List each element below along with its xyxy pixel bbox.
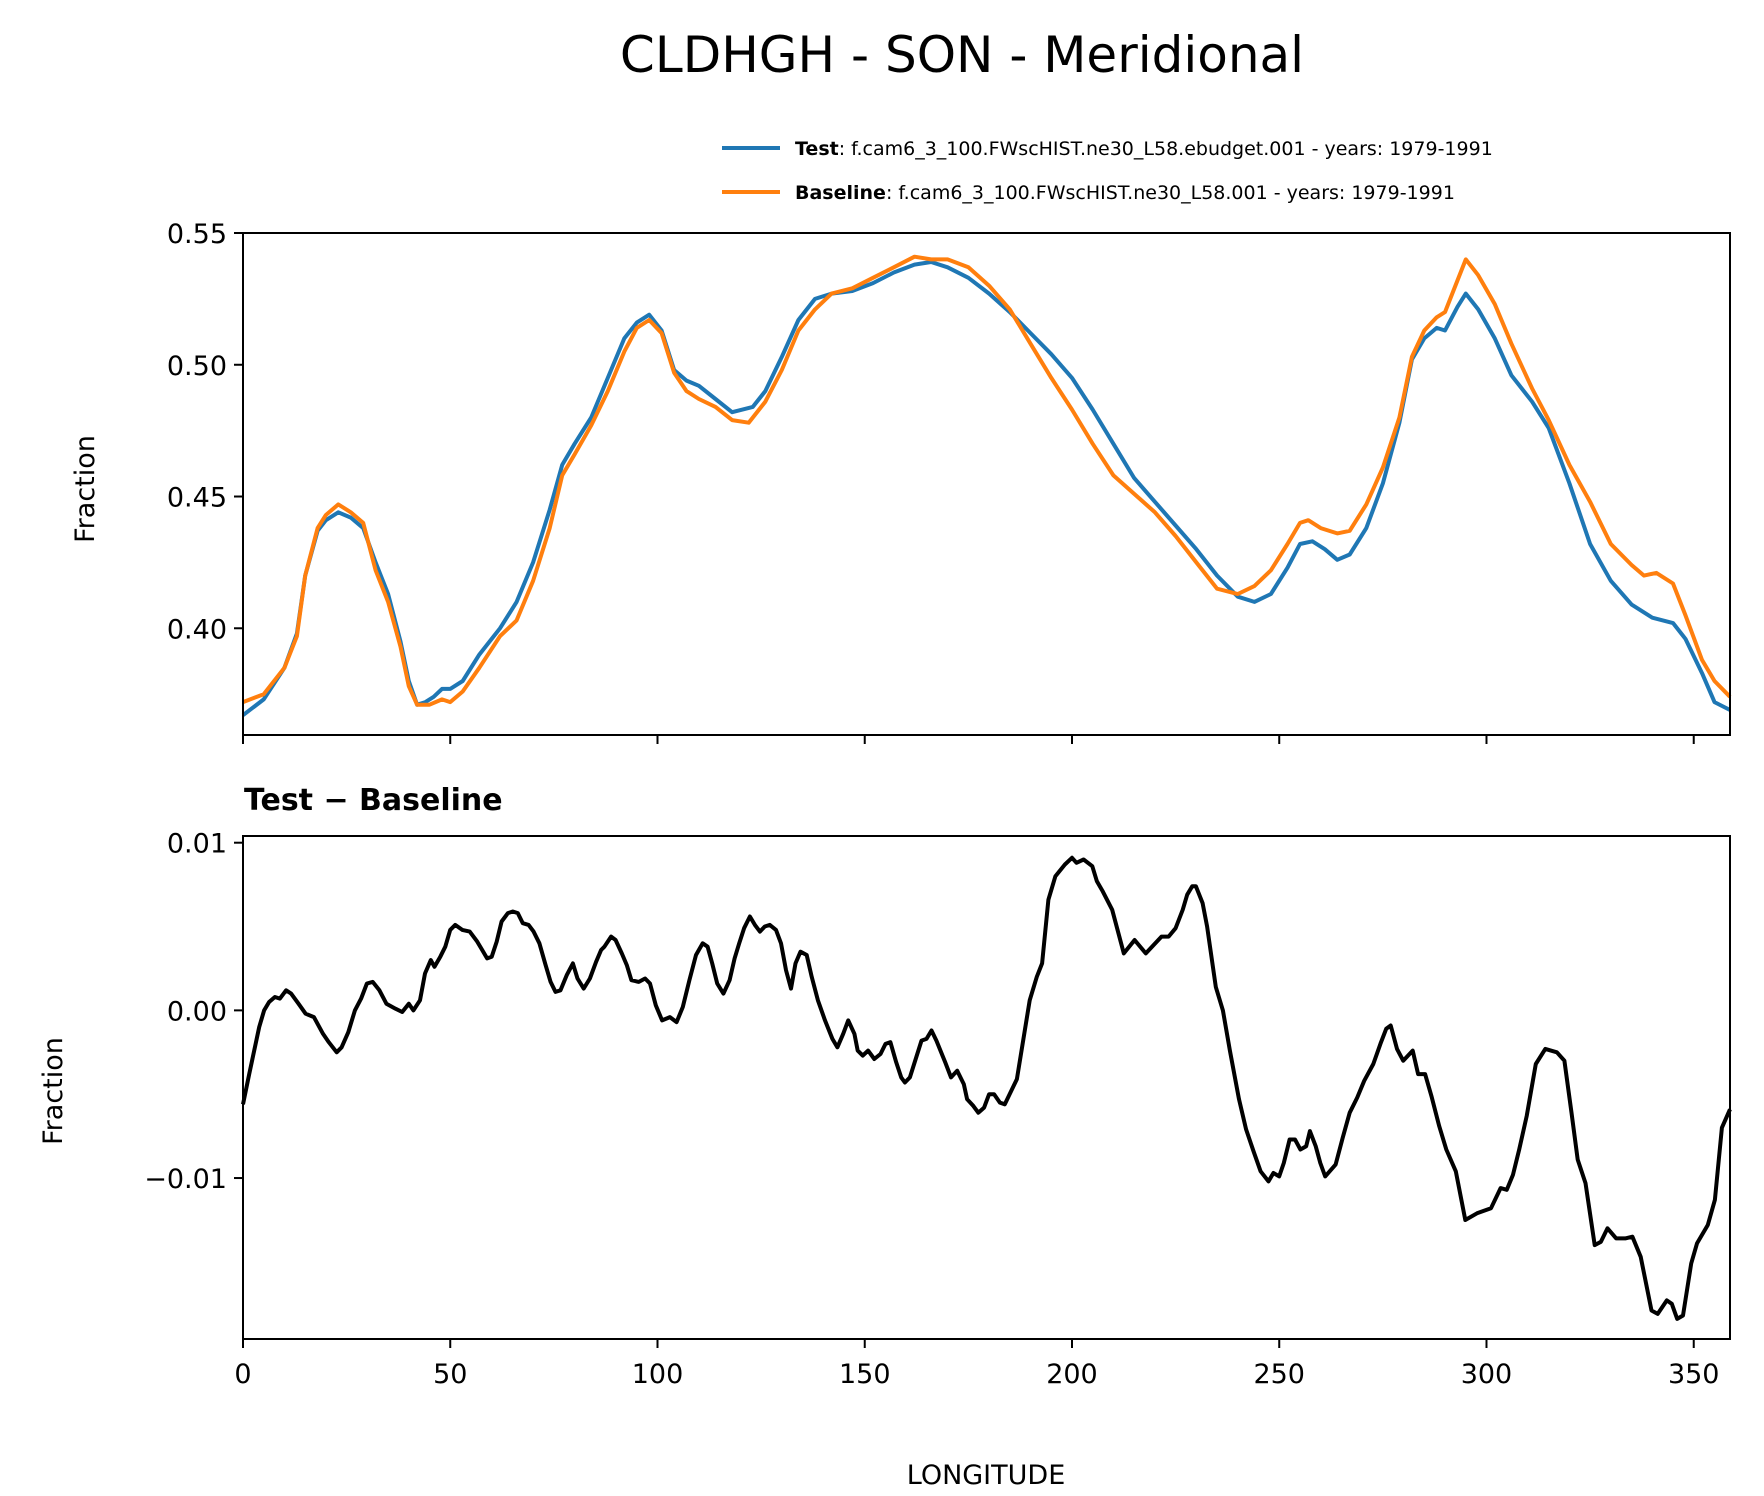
legend-name-baseline: Baseline (795, 182, 886, 204)
x-tick-label: 150 (839, 1359, 891, 1390)
legend-text-baseline: : f.cam6_3_100.FWscHIST.ne30_L58.001 - y… (886, 182, 1455, 204)
axes-frame (242, 835, 1731, 1340)
figure-title: CLDHGH - SON - Meridional (620, 26, 1304, 84)
bottom-panel: 0 50 100 150 200 250 300 350 0.01 0.00 −0.01 (144, 829, 1732, 1390)
y-tick-label: 0.50 (167, 351, 227, 382)
x-axis-label: LONGITUDE (907, 1460, 1066, 1491)
bottom-ylabel: Fraction (38, 1037, 69, 1145)
x-tick-label: 200 (1046, 1359, 1098, 1390)
legend-item-test: Test: f.cam6_3_100.FWscHIST.ne30_L58.ebu… (722, 138, 1493, 160)
y-tick-label: 0.00 (167, 996, 227, 1027)
legend-text-test: : f.cam6_3_100.FWscHIST.ne30_L58.ebudget… (839, 138, 1493, 160)
series-line-test (241, 260, 1731, 717)
legend-label-baseline: Baseline: f.cam6_3_100.FWscHIST.ne30_L58… (795, 182, 1455, 204)
x-tick-label: 350 (1668, 1359, 1720, 1390)
legend-name-test: Test (795, 138, 839, 160)
y-tick-label: 0.01 (167, 829, 227, 860)
x-tick-label: 0 (234, 1359, 251, 1390)
legend-label-test: Test: f.cam6_3_100.FWscHIST.ne30_L58.ebu… (795, 138, 1493, 160)
legend: Test: f.cam6_3_100.FWscHIST.ne30_L58.ebu… (722, 138, 1493, 204)
x-tick-label: 50 (433, 1359, 467, 1390)
y-tick-label: 0.45 (167, 483, 227, 514)
y-tick-label: 0.55 (167, 219, 227, 250)
x-tick-label: 100 (632, 1359, 684, 1390)
axes-frame (242, 232, 1731, 736)
series-line-difference (241, 855, 1732, 1321)
x-tick-label: 300 (1461, 1359, 1513, 1390)
legend-item-baseline: Baseline: f.cam6_3_100.FWscHIST.ne30_L58… (722, 182, 1455, 204)
x-tick-label: 250 (1253, 1359, 1305, 1390)
bottom-panel-title: Test − Baseline (244, 783, 503, 818)
top-panel: 0.40 0.45 0.50 0.55 (167, 219, 1732, 744)
y-tick-label: −0.01 (144, 1164, 227, 1195)
y-tick-label: 0.40 (167, 614, 227, 645)
series-line-baseline (242, 254, 1732, 707)
top-ylabel: Fraction (70, 435, 101, 543)
